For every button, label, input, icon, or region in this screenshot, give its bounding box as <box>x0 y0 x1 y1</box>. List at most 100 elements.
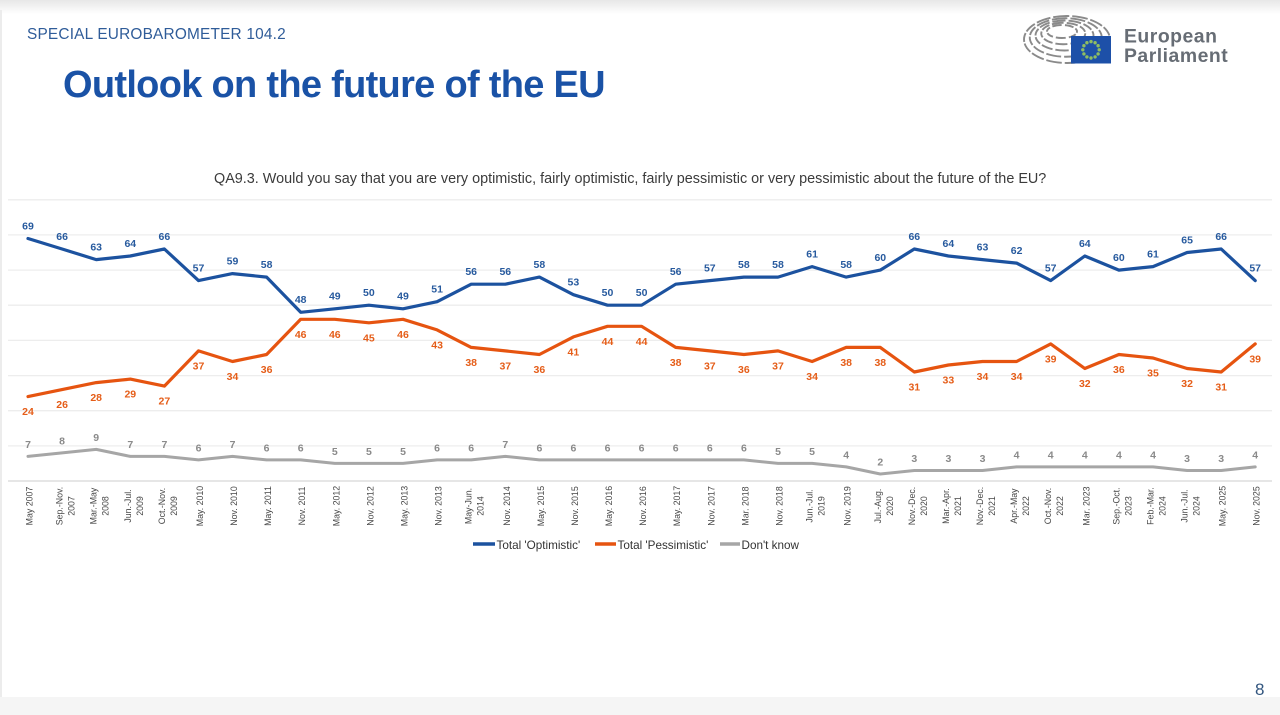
svg-text:48: 48 <box>295 294 307 306</box>
svg-text:27: 27 <box>159 396 171 408</box>
svg-text:4: 4 <box>843 449 849 461</box>
svg-text:2019: 2019 <box>817 496 827 516</box>
svg-text:56: 56 <box>499 266 511 278</box>
svg-text:32: 32 <box>1181 378 1193 390</box>
svg-text:3: 3 <box>980 453 986 465</box>
svg-text:7: 7 <box>127 439 133 451</box>
svg-text:62: 62 <box>1011 245 1023 257</box>
svg-text:5: 5 <box>775 446 781 458</box>
svg-text:Feb.-Mar.: Feb.-Mar. <box>1146 487 1156 525</box>
svg-text:51: 51 <box>431 284 443 296</box>
svg-text:58: 58 <box>534 259 546 271</box>
svg-text:5: 5 <box>400 446 406 458</box>
svg-text:European: European <box>1124 25 1217 47</box>
svg-text:2014: 2014 <box>476 496 486 516</box>
svg-text:Nov.-Dec.: Nov.-Dec. <box>907 487 917 525</box>
svg-text:Oct.-Nov.: Oct.-Nov. <box>157 488 167 525</box>
svg-text:3: 3 <box>1184 453 1190 465</box>
svg-text:2024: 2024 <box>1192 496 1202 516</box>
svg-text:Nov. 2025: Nov. 2025 <box>1252 486 1262 526</box>
svg-text:May. 2025: May. 2025 <box>1218 486 1228 527</box>
svg-text:4: 4 <box>1252 449 1258 461</box>
svg-text:Mar.-Apr.: Mar.-Apr. <box>941 488 951 524</box>
svg-text:53: 53 <box>568 277 580 289</box>
svg-text:36: 36 <box>738 364 750 376</box>
svg-text:6: 6 <box>639 442 645 454</box>
svg-text:36: 36 <box>261 364 273 376</box>
svg-text:Nov. 2019: Nov. 2019 <box>843 486 853 526</box>
svg-text:65: 65 <box>1181 234 1193 246</box>
svg-text:43: 43 <box>431 339 443 351</box>
svg-text:57: 57 <box>193 262 205 274</box>
svg-text:29: 29 <box>124 389 136 401</box>
svg-text:2009: 2009 <box>135 496 145 516</box>
svg-text:Jun.-Jul.: Jun.-Jul. <box>1180 489 1190 522</box>
svg-text:36: 36 <box>1113 364 1125 376</box>
svg-text:Apr.-May: Apr.-May <box>1009 488 1019 524</box>
svg-text:28: 28 <box>90 392 102 404</box>
svg-text:39: 39 <box>1045 353 1057 365</box>
svg-text:Total 'Optimistic': Total 'Optimistic' <box>497 539 581 552</box>
svg-text:34: 34 <box>977 371 989 383</box>
svg-text:Jul.-Aug.: Jul.-Aug. <box>873 489 883 524</box>
svg-text:Nov. 2015: Nov. 2015 <box>570 486 580 526</box>
svg-text:57: 57 <box>1249 262 1261 274</box>
svg-text:58: 58 <box>738 259 750 271</box>
svg-text:4: 4 <box>1116 449 1122 461</box>
svg-text:66: 66 <box>908 231 920 243</box>
svg-text:6: 6 <box>605 442 611 454</box>
svg-text:Don't know: Don't know <box>742 539 800 552</box>
svg-text:Nov. 2014: Nov. 2014 <box>502 486 512 526</box>
svg-text:Total 'Pessimistic': Total 'Pessimistic' <box>618 539 709 552</box>
svg-text:Mar. 2023: Mar. 2023 <box>1081 486 1091 525</box>
svg-text:59: 59 <box>227 255 239 267</box>
svg-text:6: 6 <box>434 442 440 454</box>
svg-text:37: 37 <box>772 360 784 372</box>
svg-text:5: 5 <box>809 446 815 458</box>
svg-text:6: 6 <box>298 442 304 454</box>
svg-text:Jun.-Jul.: Jun.-Jul. <box>123 489 133 522</box>
svg-text:6: 6 <box>570 442 576 454</box>
svg-text:6: 6 <box>468 442 474 454</box>
svg-text:49: 49 <box>397 291 409 303</box>
svg-text:45: 45 <box>363 332 375 344</box>
svg-text:May. 2017: May. 2017 <box>672 486 682 527</box>
svg-text:44: 44 <box>636 336 648 348</box>
svg-text:38: 38 <box>670 357 682 369</box>
svg-text:63: 63 <box>90 241 102 253</box>
svg-text:58: 58 <box>261 259 273 271</box>
svg-text:33: 33 <box>943 375 955 387</box>
svg-text:Nov. 2010: Nov. 2010 <box>229 486 239 526</box>
svg-text:60: 60 <box>874 252 886 264</box>
svg-text:31: 31 <box>908 382 920 394</box>
svg-text:4: 4 <box>1014 449 1020 461</box>
svg-text:64: 64 <box>943 238 955 250</box>
svg-text:50: 50 <box>636 287 648 299</box>
svg-text:Mar.-May: Mar.-May <box>89 487 99 524</box>
svg-text:4: 4 <box>1150 449 1156 461</box>
svg-text:6: 6 <box>264 442 270 454</box>
svg-text:46: 46 <box>295 329 307 341</box>
svg-text:2022: 2022 <box>1055 496 1065 516</box>
svg-text:4: 4 <box>1082 449 1088 461</box>
svg-text:3: 3 <box>1218 453 1224 465</box>
svg-text:56: 56 <box>465 266 477 278</box>
svg-text:57: 57 <box>1045 262 1057 274</box>
svg-text:5: 5 <box>366 446 372 458</box>
svg-text:66: 66 <box>56 231 68 243</box>
svg-text:9: 9 <box>93 432 99 444</box>
svg-text:37: 37 <box>193 360 205 372</box>
svg-text:6: 6 <box>741 442 747 454</box>
svg-text:2020: 2020 <box>885 496 895 516</box>
svg-text:37: 37 <box>499 360 511 372</box>
svg-text:7: 7 <box>502 439 508 451</box>
svg-text:44: 44 <box>602 336 614 348</box>
svg-text:2020: 2020 <box>919 496 929 516</box>
svg-text:6: 6 <box>536 442 542 454</box>
svg-text:2021: 2021 <box>953 496 963 516</box>
svg-text:4: 4 <box>1048 449 1054 461</box>
svg-text:58: 58 <box>840 259 852 271</box>
svg-text:Nov. 2017: Nov. 2017 <box>706 486 716 526</box>
svg-text:38: 38 <box>840 357 852 369</box>
svg-text:2008: 2008 <box>101 496 111 516</box>
